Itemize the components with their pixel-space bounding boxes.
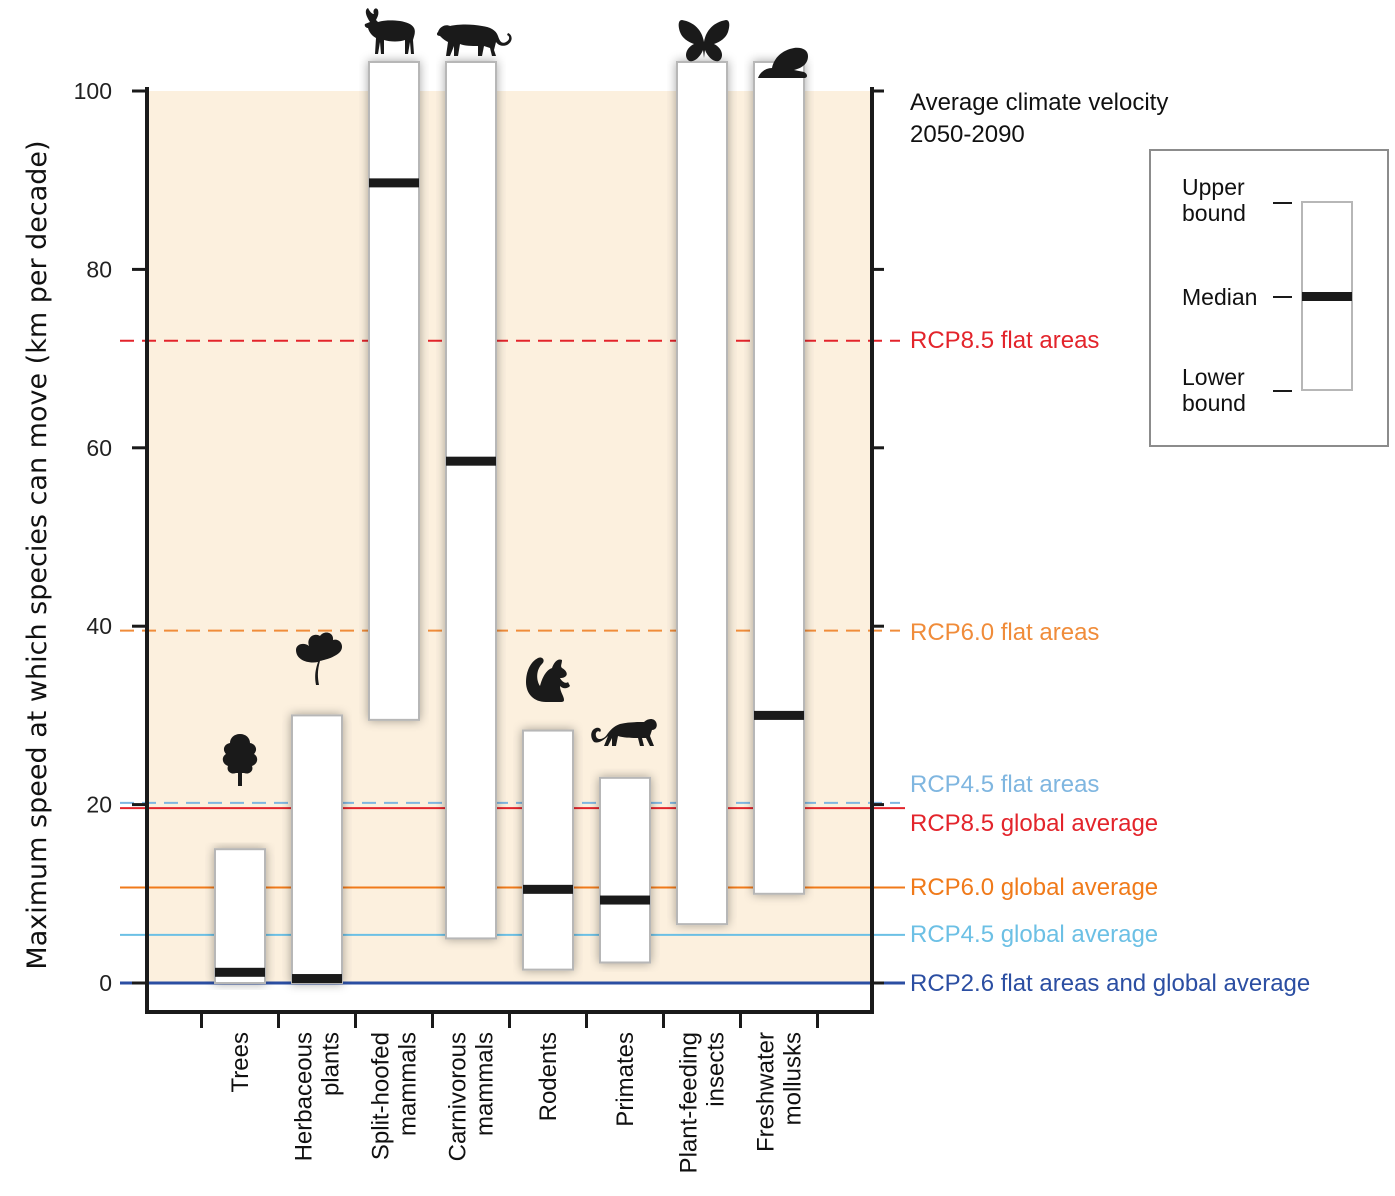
reference-line-label: RCP2.6 flat areas and global average <box>910 970 1310 997</box>
range-bar <box>753 61 805 895</box>
reference-line-label: RCP4.5 global average <box>910 921 1158 948</box>
category-label: Trees <box>227 1032 254 1092</box>
median-marker <box>292 974 342 984</box>
reference-line-label: RCP6.0 global average <box>910 874 1158 901</box>
y-tick-label: 0 <box>99 970 112 996</box>
reference-line-label: RCP6.0 flat areas <box>910 619 1099 646</box>
category-label: Split-hoofedmammals <box>368 1032 422 1160</box>
y-tick-label: 20 <box>86 792 112 818</box>
median-marker <box>600 895 650 905</box>
median-marker <box>523 884 573 894</box>
butterfly-icon <box>678 20 730 62</box>
y-tick-label: 100 <box>74 78 112 104</box>
range-bar <box>599 776 651 964</box>
reference-line-label: RCP8.5 flat areas <box>910 327 1099 354</box>
median-marker <box>215 967 265 977</box>
range-bar <box>445 61 497 940</box>
y-axis-label: Maximum speed at which species can move … <box>22 140 53 969</box>
y-tick-label: 60 <box>86 435 112 461</box>
median-marker <box>446 456 496 466</box>
legend: Upper bound Median Lower bound <box>1149 149 1389 447</box>
reference-line-label: RCP4.5 flat areas <box>910 771 1099 798</box>
legend-upper-label: Upper bound <box>1182 174 1246 226</box>
legend-median-label: Median <box>1182 284 1257 310</box>
median-marker <box>369 178 419 188</box>
range-bar <box>676 61 728 926</box>
category-label: Primates <box>612 1032 639 1127</box>
plot-background <box>147 91 872 983</box>
climate-velocity-title: Average climate velocity 2050-2090 <box>910 89 1175 148</box>
reference-line-label: RCP8.5 global average <box>910 810 1158 837</box>
median-marker <box>754 710 804 720</box>
range-bar <box>291 714 343 985</box>
y-tick-label: 40 <box>86 613 112 639</box>
category-label: Plant-feedinginsects <box>676 1032 730 1173</box>
category-label: Carnivorousmammals <box>445 1032 499 1161</box>
y-tick-label: 80 <box>86 256 112 282</box>
range-bar <box>214 848 266 985</box>
category-label: Herbaceousplants <box>291 1032 345 1161</box>
cougar-icon <box>436 24 512 56</box>
range-bar <box>368 61 420 721</box>
category-label: Freshwatermollusks <box>753 1032 807 1152</box>
category-label: Rodents <box>535 1032 562 1121</box>
legend-median-bar <box>1302 292 1352 301</box>
legend-lower-label: Lower bound <box>1182 364 1246 416</box>
range-bar <box>522 729 574 971</box>
moose-icon <box>364 8 415 54</box>
